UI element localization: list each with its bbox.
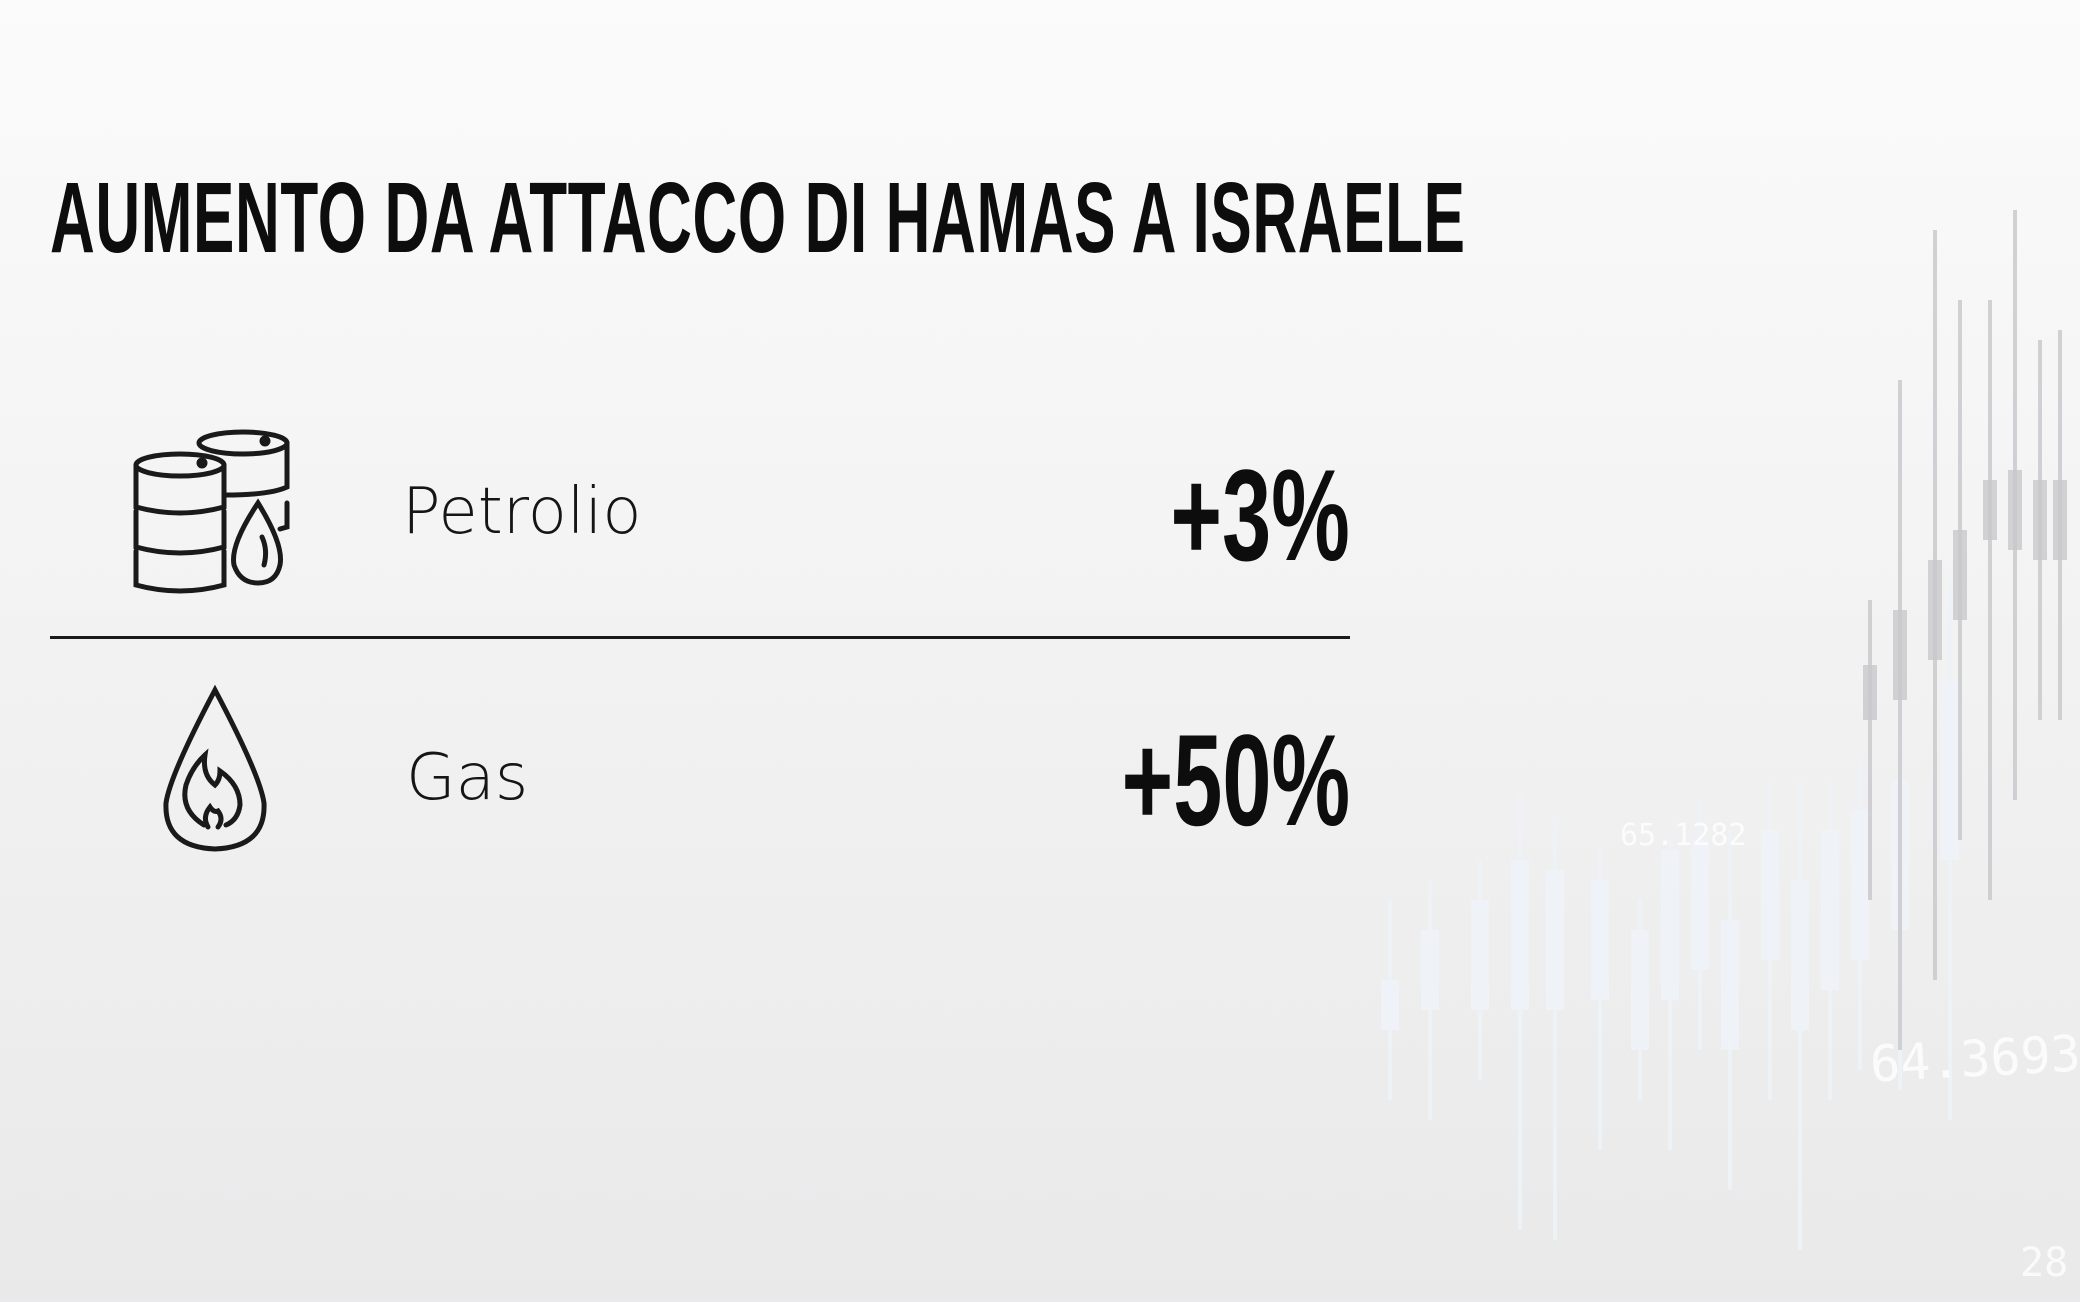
divider bbox=[50, 636, 1350, 639]
candle-body bbox=[1893, 610, 1907, 700]
page-title: AUMENTO DA ATTACCO DI HAMAS A ISRAELE bbox=[50, 162, 1466, 274]
candle-body bbox=[1631, 930, 1649, 1050]
candle-body bbox=[1851, 810, 1869, 960]
candle-body bbox=[1661, 850, 1679, 1000]
candle-body bbox=[1546, 870, 1564, 1010]
item-value-petrolio: +3% bbox=[1170, 442, 1350, 588]
candle-body bbox=[1791, 880, 1809, 1030]
candle-body bbox=[1761, 830, 1779, 960]
candle-body bbox=[1471, 900, 1489, 1010]
item-label-petrolio: Petrolio bbox=[402, 475, 642, 549]
background-number: 64.3693 bbox=[1868, 1024, 2080, 1094]
candle-body bbox=[2033, 480, 2047, 560]
candle-body bbox=[2053, 480, 2067, 560]
candle-body bbox=[1591, 880, 1609, 1000]
candle-body bbox=[1511, 860, 1529, 1010]
candle-body bbox=[1863, 665, 1877, 720]
candle-body bbox=[2008, 470, 2022, 550]
candle-body bbox=[1721, 920, 1739, 1050]
candle-body bbox=[1691, 840, 1709, 970]
gas-flame-drop-icon bbox=[163, 685, 267, 852]
candle-body bbox=[1381, 980, 1399, 1030]
candle-body bbox=[1821, 830, 1839, 990]
background-number: 65.1282 bbox=[1620, 818, 1747, 853]
candle-body bbox=[1983, 480, 1997, 540]
candle-body bbox=[1953, 530, 1967, 620]
background-number: 28 bbox=[2020, 1240, 2069, 1286]
item-label-gas: Gas bbox=[406, 741, 529, 815]
candle-body bbox=[1928, 560, 1942, 660]
candle-body bbox=[1941, 680, 1959, 860]
item-value-gas: +50% bbox=[1121, 707, 1350, 853]
candle-body bbox=[1421, 930, 1439, 1010]
oil-barrels-icon bbox=[133, 429, 290, 594]
